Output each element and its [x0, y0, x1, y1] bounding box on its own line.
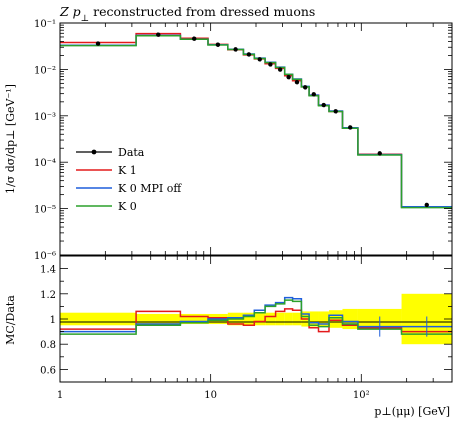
legend-label: K 0 MPI off: [118, 182, 182, 195]
legend-label: Data: [118, 146, 145, 159]
ratio-y-axis: 0.6 0.8 1 1.2 1.4: [40, 255, 452, 383]
legend-marker: [91, 149, 97, 155]
data-point: [277, 67, 283, 72]
x-tick-label: 1: [57, 390, 63, 401]
main-series-group: [60, 32, 452, 209]
uncertainty-band-bin: [318, 311, 329, 327]
y-tick-label: 10⁻⁴: [34, 158, 56, 169]
y-tick-label: 10⁻²: [34, 65, 56, 76]
legend: Data K 1 K 0 MPI off K 0: [76, 146, 182, 213]
ratio-y-tick-label: 0.8: [40, 340, 56, 351]
data-point: [303, 85, 308, 90]
series-k-1-line: [60, 32, 452, 208]
data-point: [215, 42, 221, 47]
uncertainty-band-bin: [243, 312, 255, 326]
data-point: [294, 79, 300, 85]
x-tick-label: 10²: [353, 390, 370, 401]
uncertainty-band-bin: [342, 308, 358, 330]
y-tick-label: 10⁻⁶: [34, 251, 56, 262]
uncertainty-band-bin: [254, 312, 266, 326]
data-point: [268, 62, 273, 67]
ratio-series-group: [60, 296, 452, 337]
data-point: [286, 74, 291, 80]
data-point: [257, 57, 262, 62]
uncertainty-band-bin: [265, 312, 276, 326]
y-tick-label: 10⁻¹: [34, 19, 56, 30]
ratio-y-tick-label: 1.2: [40, 290, 56, 301]
uncertainty-band-bin: [328, 310, 343, 328]
data-point: [321, 102, 326, 108]
data-point: [246, 52, 252, 57]
data-point: [156, 32, 161, 37]
uncertainty-band-bin: [136, 313, 181, 325]
data-point: [333, 109, 338, 114]
uncertainty-band-bin: [60, 312, 137, 326]
data-point: [233, 47, 238, 52]
data-point: [377, 151, 382, 156]
ratio-panel: 0.6 0.8 1 1.2 1.4 MC/Data: [4, 255, 453, 383]
series-k-0-mpi-off-line: [60, 34, 452, 208]
ratio-y-tick-label: 0.6: [40, 365, 56, 376]
ratio-uncertainty-band: [60, 293, 452, 345]
ratio-x-axis: [59, 256, 453, 382]
ratio-y-axis-label: MC/Data: [4, 295, 17, 345]
legend-label: K 1: [118, 164, 137, 177]
ratio-y-tick-label: 1: [50, 315, 56, 326]
uncertainty-band-bin: [275, 312, 285, 326]
uncertainty-band-bin: [292, 312, 302, 326]
main-panel: 10⁻⁶ 10⁻⁵ 10⁻⁴ 10⁻³ 10⁻² 10⁻¹ 1/σ dσ/dp⊥ [GeV…: [4, 19, 453, 262]
y-tick-label: 10⁻³: [34, 112, 56, 123]
ratio-y-tick-label: 1.4: [40, 265, 56, 276]
x-axis-label: p⊥(μμ) [GeV]: [374, 405, 450, 418]
main-y-axis: 10⁻⁶ 10⁻⁵ 10⁻⁴ 10⁻³ 10⁻² 10⁻¹: [34, 19, 452, 262]
x-tick-label: 10: [204, 390, 217, 401]
data-point: [424, 202, 429, 208]
data-point: [348, 125, 353, 130]
data-point: [191, 36, 197, 41]
series-k-0-line: [60, 35, 452, 209]
x-tick-labels: 1 10 10²: [57, 390, 370, 401]
uncertainty-band-bin: [284, 312, 293, 326]
uncertainty-band-bin: [180, 313, 208, 325]
main-y-axis-label: 1/σ dσ/dp⊥ [GeV⁻¹]: [4, 84, 17, 194]
chart-title: Z p⊥ reconstructed from dressed muons: [59, 4, 315, 24]
data-point: [95, 41, 101, 46]
data-point: [311, 92, 316, 97]
ratio-k-0-line: [60, 299, 452, 335]
main-x-axis: [59, 23, 453, 255]
uncertainty-band-bin: [309, 311, 319, 327]
legend-label: K 0: [118, 200, 137, 213]
y-tick-label: 10⁻⁵: [34, 205, 56, 216]
